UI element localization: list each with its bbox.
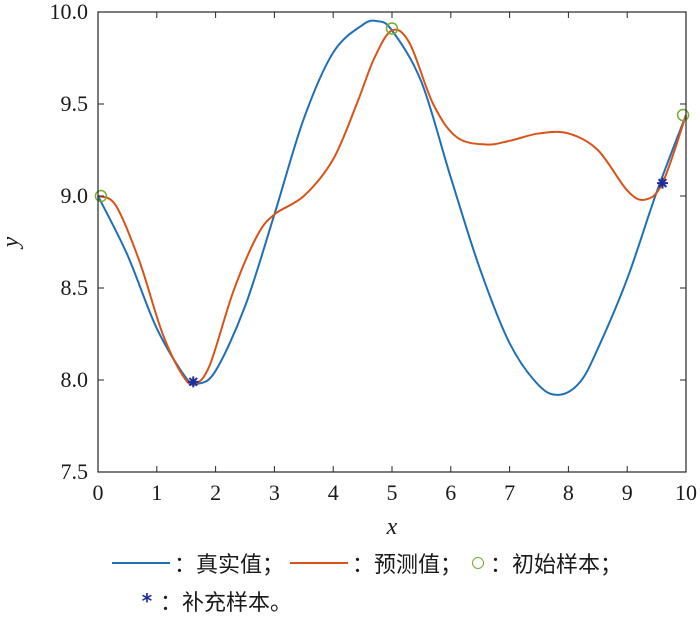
legend-item-true: ：真实值； <box>112 547 284 579</box>
initial-sample-marker <box>385 22 399 35</box>
x-tick-label: 3 <box>269 480 280 505</box>
y-tick-label: 8.5 <box>61 275 89 300</box>
y-tick-label: 9.5 <box>61 91 89 116</box>
y-tick-label: 9.0 <box>61 183 89 208</box>
legend-item-init: ：初始样本； <box>468 547 622 579</box>
legend-label-true: ：真实值； <box>174 553 285 578</box>
legend-label-supp: ：补充样本。 <box>160 591 293 616</box>
series-line-pred <box>97 28 687 386</box>
series-line-true <box>97 19 687 396</box>
y-axis-label: y <box>0 236 24 249</box>
x-tick-label: 10 <box>675 480 697 505</box>
supplementary-sample-marker <box>187 376 199 388</box>
x-tick-label: 6 <box>445 480 456 505</box>
x-tick-label: 2 <box>210 480 221 505</box>
legend-item-pred: ：预测值； <box>290 547 462 579</box>
x-tick-label: 7 <box>504 480 515 505</box>
supplementary-sample-marker <box>656 177 668 189</box>
y-tick-label: 7.5 <box>61 459 89 484</box>
y-tick-label: 10.0 <box>50 0 89 24</box>
x-tick-label: 9 <box>622 480 633 505</box>
x-tick-label: 8 <box>563 480 574 505</box>
x-tick-label: 5 <box>387 480 398 505</box>
x-tick-label: 1 <box>151 480 162 505</box>
initial-sample-marker <box>676 108 690 122</box>
x-tick-label: 0 <box>93 480 104 505</box>
y-tick-label: 8.0 <box>61 367 89 392</box>
legend-item-supp: * ：补充样本。 <box>140 585 292 617</box>
legend-label-pred: ：预测值； <box>352 553 463 578</box>
legend-line-true-icon <box>112 562 170 564</box>
x-tick-label: 4 <box>328 480 339 505</box>
legend-line-pred-icon <box>290 562 349 564</box>
legend-circle-icon <box>472 557 485 569</box>
initial-sample-marker <box>94 189 108 203</box>
legend-label-init: ：初始样本； <box>490 553 623 578</box>
chart: 0 1 2 3 4 5 6 7 8 9 10 7.5 8.0 8.5 9.0 9.5 10.0 x y <box>0 0 697 540</box>
axes-box <box>97 11 687 473</box>
x-axis-label: x <box>386 514 398 540</box>
legend-star-icon: * <box>141 589 153 613</box>
